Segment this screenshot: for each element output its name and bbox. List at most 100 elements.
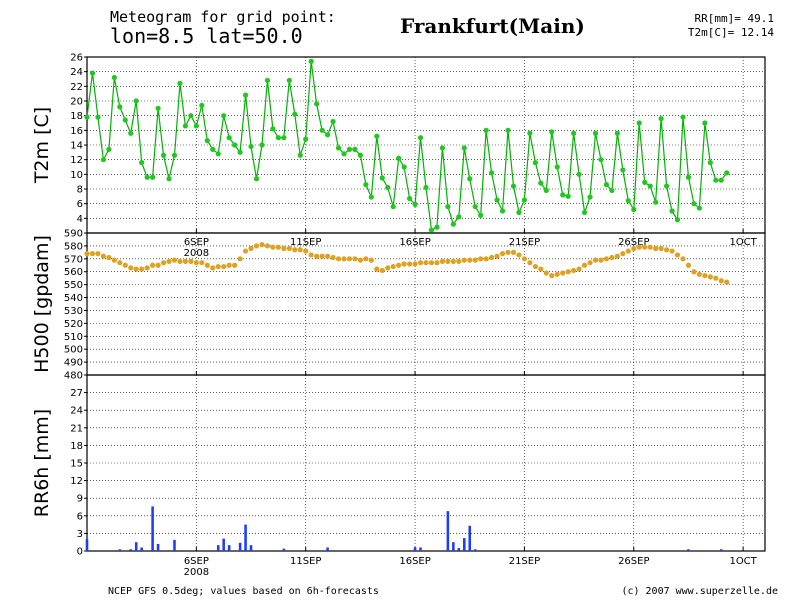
t2m-point bbox=[390, 204, 396, 210]
h500-point bbox=[396, 262, 402, 268]
t2m-point bbox=[133, 98, 139, 104]
rr-bar bbox=[140, 547, 143, 551]
h500-point bbox=[204, 262, 210, 268]
rr-bar bbox=[462, 538, 466, 551]
h500-point bbox=[702, 273, 708, 279]
y-tick-label: 3 bbox=[77, 529, 83, 540]
h500-point bbox=[521, 256, 528, 262]
t2m-point bbox=[357, 152, 363, 158]
y-tick-label: 560 bbox=[64, 267, 83, 278]
t2m-point bbox=[663, 183, 670, 189]
t2m-point bbox=[352, 146, 358, 152]
t2m-point bbox=[330, 118, 336, 125]
h500-point bbox=[270, 244, 276, 250]
h500-point bbox=[100, 253, 107, 259]
h500-point bbox=[625, 248, 631, 254]
t2m-point bbox=[379, 175, 385, 181]
h500-point bbox=[385, 265, 391, 271]
y-tick-label: 9 bbox=[77, 494, 83, 505]
y-tick-label: 4 bbox=[77, 214, 83, 225]
t2m-point bbox=[696, 205, 702, 211]
h500-point bbox=[166, 258, 172, 264]
h500-point bbox=[390, 263, 396, 270]
h500-point bbox=[483, 256, 489, 262]
h500-point bbox=[160, 260, 167, 266]
h500-point bbox=[614, 253, 620, 259]
t2m-point bbox=[259, 142, 265, 148]
y-tick-label: 12 bbox=[70, 155, 83, 166]
t2m-point bbox=[478, 212, 484, 218]
t2m-point bbox=[592, 130, 599, 136]
h500-point bbox=[554, 271, 560, 277]
t2m-point bbox=[538, 180, 544, 186]
rr-bar bbox=[244, 524, 247, 551]
t2m-point bbox=[314, 101, 320, 107]
h500-point bbox=[576, 266, 582, 272]
h500-point bbox=[314, 253, 320, 259]
t2m-point bbox=[434, 224, 440, 230]
h500-point bbox=[489, 254, 495, 261]
h500-point bbox=[653, 245, 659, 252]
rr-bar bbox=[687, 549, 690, 551]
h500-point bbox=[232, 262, 238, 268]
h500-point bbox=[95, 251, 101, 257]
t2m-point bbox=[117, 104, 123, 110]
t2m-point bbox=[647, 183, 653, 189]
rr-bar bbox=[446, 511, 450, 551]
h500-point bbox=[106, 254, 112, 261]
t2m-point bbox=[467, 176, 473, 182]
y-tick-label: 6 bbox=[77, 511, 83, 522]
y-tick-label: 18 bbox=[70, 111, 83, 122]
t2m-point bbox=[636, 120, 642, 126]
y-tick-label: 14 bbox=[70, 141, 83, 152]
t2m-point bbox=[565, 193, 571, 199]
h500-point bbox=[412, 261, 418, 267]
h500-point bbox=[543, 270, 549, 276]
t2m-point bbox=[281, 135, 287, 141]
summary-t2m: T2m[C]= 12.14 bbox=[688, 26, 774, 39]
t2m-point bbox=[472, 204, 478, 210]
t2m-point bbox=[685, 174, 692, 180]
h500-point bbox=[226, 262, 232, 268]
t2m-point bbox=[128, 130, 134, 136]
footer-source: NCEP GFS 0.5deg; values based on 6h-fore… bbox=[108, 586, 379, 597]
footer-copyright: (c) 2007 www.superzelle.de bbox=[621, 586, 778, 597]
h500-point bbox=[171, 257, 178, 263]
h500-point bbox=[499, 251, 506, 257]
h500-point bbox=[532, 263, 538, 270]
h500-point bbox=[467, 257, 473, 263]
t2m-point bbox=[499, 208, 506, 214]
h500-point bbox=[565, 269, 571, 275]
t2m-point bbox=[253, 176, 260, 182]
h500-point bbox=[494, 253, 500, 259]
t2m-point bbox=[144, 174, 150, 180]
y-tick-label: 480 bbox=[64, 371, 83, 382]
t2m-point bbox=[368, 194, 374, 200]
t2m-point bbox=[84, 114, 90, 120]
h500-point bbox=[281, 245, 287, 252]
t2m-point bbox=[461, 145, 467, 151]
h500-point bbox=[516, 252, 522, 258]
rr-bar bbox=[173, 539, 176, 551]
t2m-point bbox=[603, 182, 610, 188]
h500-point bbox=[177, 258, 183, 264]
rr-bar bbox=[719, 549, 723, 551]
h500-point bbox=[128, 265, 134, 271]
t2m-point bbox=[543, 187, 549, 194]
t2m-point bbox=[658, 116, 664, 122]
t2m-axis-label: T2m [C] bbox=[31, 107, 53, 184]
t2m-point bbox=[106, 146, 112, 152]
rr-bar bbox=[249, 545, 253, 551]
t2m-point bbox=[248, 143, 254, 150]
rr-bar bbox=[216, 545, 220, 551]
y-tick-label: 570 bbox=[64, 254, 83, 265]
t2m-point bbox=[653, 199, 659, 205]
t2m-point bbox=[199, 102, 205, 108]
h500-point bbox=[111, 257, 117, 263]
t2m-point bbox=[89, 70, 96, 76]
h500-point bbox=[324, 253, 331, 259]
t2m-point bbox=[319, 127, 325, 133]
y-tick-label: 500 bbox=[64, 345, 83, 356]
t2m-point bbox=[335, 145, 342, 151]
h500-point bbox=[335, 256, 342, 262]
